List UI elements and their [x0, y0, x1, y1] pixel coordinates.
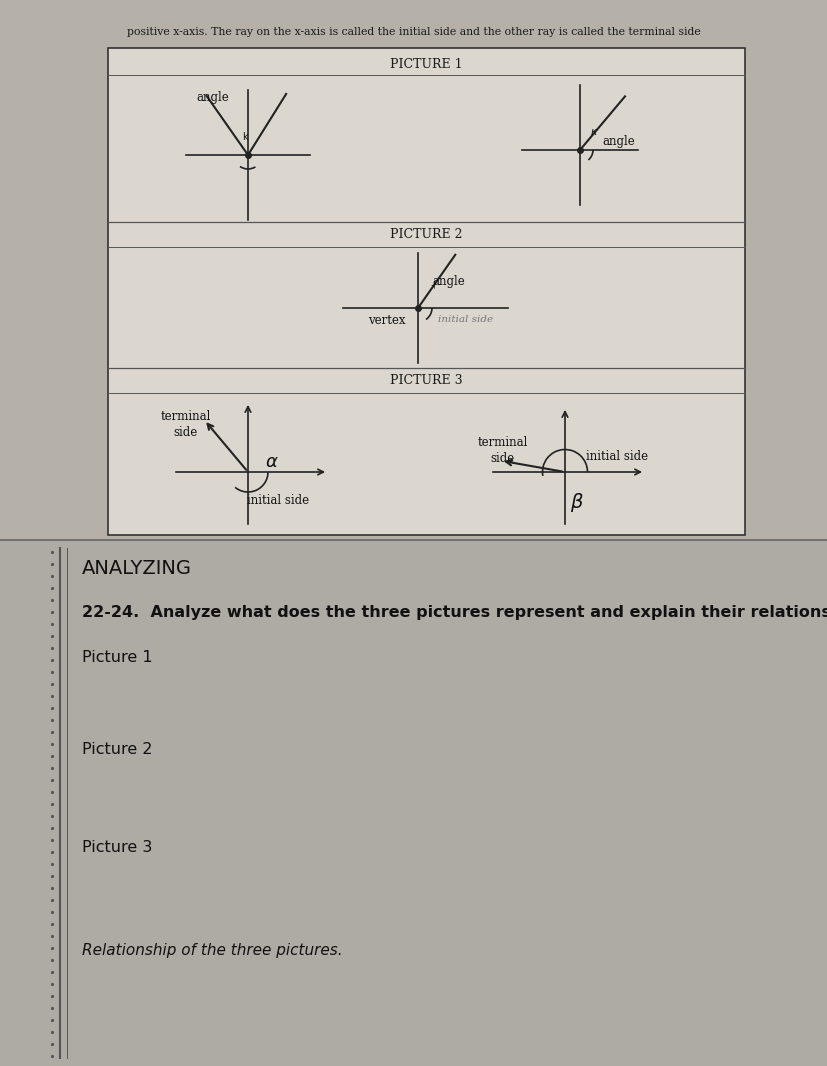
Text: Relationship of the three pictures.: Relationship of the three pictures.: [82, 942, 342, 957]
Text: $\alpha$: $\alpha$: [265, 453, 279, 471]
Text: initial side: initial side: [246, 494, 308, 506]
Text: PICTURE 1: PICTURE 1: [390, 59, 462, 71]
Bar: [0, 0, 827, 540]
Text: initial side: initial side: [586, 451, 648, 464]
Text: k: k: [241, 132, 247, 142]
Text: angle: angle: [601, 135, 634, 148]
Text: terminal
side: terminal side: [477, 436, 528, 465]
Text: Picture 1: Picture 1: [82, 650, 152, 665]
Text: angle: angle: [196, 91, 229, 103]
Text: 22-24.  Analyze what does the three pictures represent and explain their relatio: 22-24. Analyze what does the three pictu…: [82, 604, 827, 619]
Text: $\urcorner$: $\urcorner$: [429, 282, 435, 293]
Text: PICTURE 3: PICTURE 3: [390, 374, 462, 388]
Text: positive x-axis. The ray on the x-axis is called the initial side and the other : positive x-axis. The ray on the x-axis i…: [127, 27, 700, 37]
Text: terminal
side: terminal side: [160, 409, 211, 438]
Text: Picture 3: Picture 3: [82, 840, 152, 856]
Bar: [0, 540, 827, 1066]
Text: angle: angle: [432, 275, 464, 289]
Text: initial side: initial side: [437, 316, 493, 324]
Text: PICTURE 2: PICTURE 2: [390, 228, 462, 242]
Text: vertex: vertex: [368, 313, 405, 326]
Bar: [108, 48, 744, 535]
Text: $\kappa$: $\kappa$: [590, 127, 597, 138]
Text: ANALYZING: ANALYZING: [82, 559, 192, 578]
Text: $\beta$: $\beta$: [569, 490, 583, 514]
Text: Picture 2: Picture 2: [82, 743, 152, 758]
